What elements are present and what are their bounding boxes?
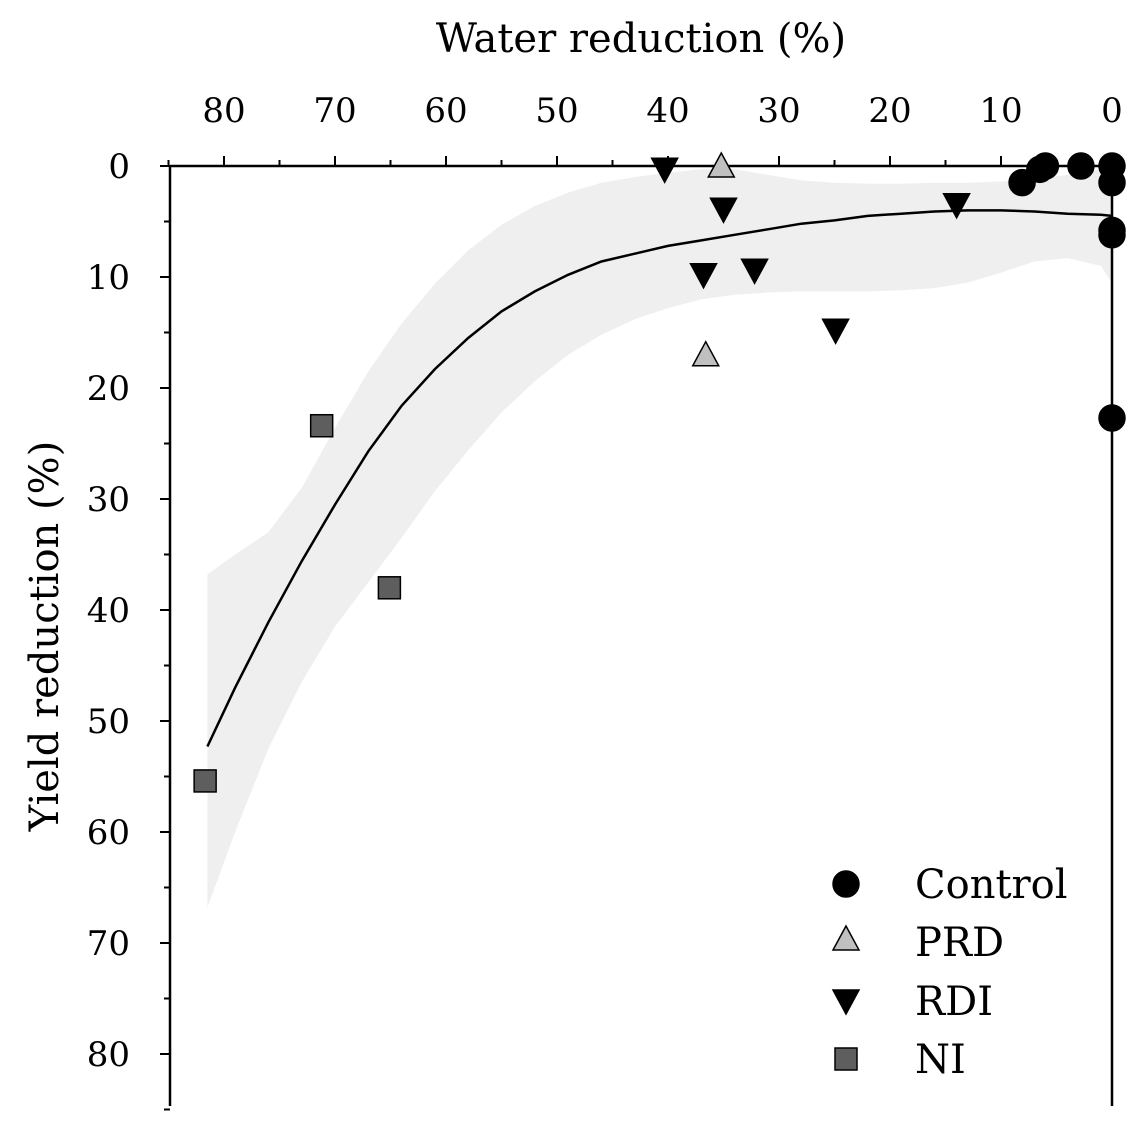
y-tick-label: 60 [87, 813, 130, 853]
point-prd [691, 340, 720, 367]
point-control [1098, 168, 1126, 197]
point-rdi [942, 193, 971, 220]
point-ni [377, 576, 402, 600]
x-tick-label: 40 [646, 91, 689, 131]
x-tick-label: 50 [535, 91, 578, 131]
legend: Control PRD RDI NI [831, 862, 1068, 1083]
data-points [193, 151, 1126, 793]
legend-marker-ni [834, 1047, 858, 1071]
y-tick-label: 20 [87, 369, 130, 409]
y-axis-title: Yield reduction (%) [22, 441, 68, 833]
point-control [1098, 221, 1126, 249]
point-rdi [740, 258, 769, 285]
legend-marker-prd [831, 924, 861, 951]
point-control [1008, 168, 1036, 197]
point-rdi [821, 318, 850, 345]
point-ni [309, 413, 334, 438]
point-prd [707, 151, 736, 178]
y-tick-label: 40 [87, 591, 130, 631]
y-tick-label: 10 [87, 258, 130, 298]
confidence-band [207, 166, 1112, 908]
x-tick-label: 30 [757, 91, 800, 131]
x-axis-title: Water reduction (%) [436, 16, 846, 62]
y-tick-label: 70 [87, 924, 130, 964]
point-rdi [689, 262, 718, 290]
x-tick-label: 70 [313, 91, 356, 131]
point-ni [193, 769, 217, 793]
y-tick-label: 80 [87, 1035, 130, 1075]
x-tick-label: 80 [202, 91, 245, 131]
y-tick-label: 50 [87, 702, 130, 742]
legend-marker-rdi [831, 989, 861, 1016]
legend-label-control: Control [915, 862, 1068, 908]
x-tick-label: 60 [424, 91, 467, 131]
y-tick-label: 30 [87, 480, 130, 520]
legend-label-prd: PRD [915, 920, 1004, 966]
x-tick-label: 0 [1101, 91, 1123, 131]
x-tick-label: 10 [979, 91, 1022, 131]
fit-curve [206, 209, 1113, 748]
legend-label-rdi: RDI [915, 979, 993, 1025]
point-rdi [709, 197, 738, 224]
legend-marker-control [832, 870, 860, 898]
point-control [1067, 152, 1095, 180]
x-tick-label: 20 [868, 91, 911, 131]
legend-label-ni: NI [915, 1037, 966, 1083]
point-control [1098, 404, 1126, 432]
y-tick-label: 0 [108, 147, 130, 187]
point-rdi [650, 157, 679, 184]
tick-labels: 80 70 60 50 40 30 20 10 0 0 10 20 30 40 50 60 70 80 [87, 91, 1123, 1075]
